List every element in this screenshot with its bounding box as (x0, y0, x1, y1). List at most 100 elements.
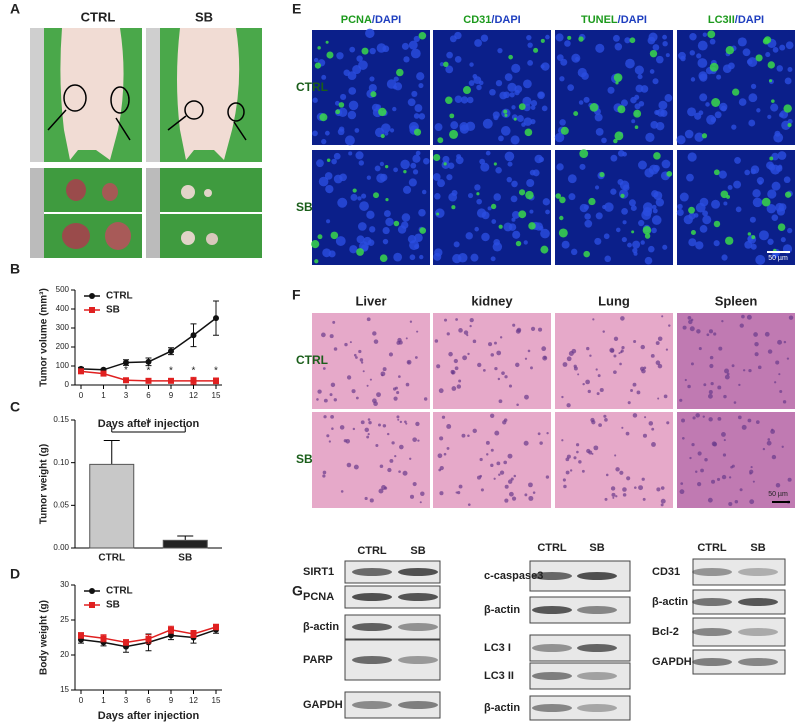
marker (168, 632, 174, 639)
nucleus (338, 107, 348, 117)
cell (573, 456, 577, 460)
nucleus (400, 159, 410, 170)
band (738, 658, 778, 666)
tumor (102, 183, 118, 201)
x-tick-label: 12 (189, 391, 198, 400)
cell (722, 453, 727, 457)
nucleus (752, 189, 761, 198)
nucleus (559, 119, 566, 126)
cell (541, 346, 547, 352)
panel-label: D (10, 566, 20, 582)
cell (716, 477, 721, 481)
nucleus (538, 156, 545, 163)
cell (593, 445, 599, 451)
nucleus (407, 98, 416, 107)
cell (632, 382, 637, 387)
nucleus (523, 117, 533, 126)
cell (741, 424, 747, 430)
nucleus (490, 256, 496, 262)
cell (482, 368, 486, 372)
stain (633, 109, 642, 118)
cell (472, 428, 477, 434)
cell (613, 336, 619, 341)
cell (708, 417, 713, 422)
nucleus (401, 42, 409, 50)
marker (168, 626, 174, 633)
cell (611, 492, 616, 497)
stain (701, 133, 708, 139)
cell (613, 370, 617, 375)
nucleus (322, 248, 332, 258)
nucleus (511, 210, 520, 219)
cell (394, 454, 397, 458)
legend-marker (89, 293, 95, 299)
cell (439, 465, 444, 471)
protein-label: β-actin (484, 604, 520, 616)
nucleus (738, 98, 747, 106)
nucleus (476, 84, 482, 91)
nucleus (452, 253, 462, 264)
marker (123, 639, 129, 646)
cell (461, 433, 466, 438)
stain (503, 109, 508, 114)
cell (660, 486, 665, 490)
tumor-circle (110, 86, 130, 114)
nucleus (358, 160, 365, 166)
cell (621, 345, 625, 350)
nucleus (338, 126, 345, 132)
nucleus (689, 33, 697, 41)
nucleus (354, 128, 360, 133)
nucleus (638, 219, 645, 227)
marker (145, 377, 152, 384)
tumor-circle (63, 84, 87, 112)
cell (396, 415, 400, 419)
cell (680, 482, 684, 485)
y-tick-label: 15 (60, 685, 69, 694)
nucleus (742, 48, 751, 57)
cell (692, 416, 696, 420)
nucleus (554, 132, 565, 143)
cell (563, 484, 567, 489)
marker (123, 377, 129, 384)
cell (625, 431, 630, 436)
stain (498, 224, 503, 229)
cell (651, 427, 655, 431)
nucleus (497, 47, 503, 54)
stain (567, 35, 572, 40)
stain (709, 62, 719, 72)
arrow (47, 109, 247, 141)
cell (501, 371, 505, 375)
stain (396, 68, 404, 77)
nucleus (382, 226, 390, 235)
nucleus (652, 44, 660, 51)
nucleus (503, 91, 510, 99)
legend-label: CTRL (106, 586, 133, 597)
cell (503, 460, 508, 465)
stain (319, 113, 328, 122)
nucleus (385, 217, 394, 227)
cell (359, 358, 364, 362)
nucleus (705, 102, 710, 107)
nucleus (772, 47, 779, 53)
marker-name: TUNEL (581, 14, 618, 26)
stain (725, 236, 734, 245)
nucleus (735, 206, 742, 213)
cell (530, 366, 533, 370)
cell (633, 339, 637, 344)
nucleus (467, 96, 474, 104)
bar (89, 463, 135, 549)
cell (507, 479, 513, 484)
marker (168, 377, 174, 384)
stain (620, 193, 625, 198)
nucleus (680, 55, 686, 62)
cell (566, 356, 572, 362)
stain (311, 239, 320, 249)
cell (779, 390, 783, 394)
marker (213, 315, 219, 322)
cell (463, 330, 469, 335)
nucleus (512, 230, 521, 239)
nucleus (414, 104, 423, 112)
nucleus (527, 59, 534, 66)
nucleus (511, 105, 516, 110)
cell (382, 367, 387, 372)
